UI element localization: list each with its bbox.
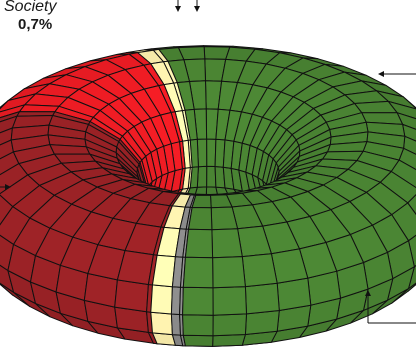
slice-0-patch <box>211 228 243 259</box>
slice-2-patch <box>150 284 173 315</box>
leader-society-arrow <box>175 6 181 12</box>
slice-0-patch <box>212 256 246 289</box>
slice-2-patch <box>150 311 173 336</box>
slice-0-patch <box>182 314 214 337</box>
leader-lines <box>0 0 416 324</box>
slice-4-patch <box>19 104 60 113</box>
leader-darkred-arrow <box>378 71 384 77</box>
annotation-society-value: 0,7% <box>18 16 53 33</box>
slice-0-patch <box>241 253 278 288</box>
slice-0-patch <box>244 310 280 335</box>
slice-0-patch <box>191 194 212 209</box>
slice-1-patch <box>170 313 181 336</box>
slice-0-patch <box>188 207 213 231</box>
slice-0-patch <box>244 282 280 315</box>
slice-0-patch <box>182 334 214 347</box>
slice-0-patch <box>212 334 246 347</box>
slice-0-patch <box>182 286 214 316</box>
leader-yellow-bottom-arrow <box>365 290 371 296</box>
slice-0-patch <box>184 228 214 259</box>
slice-0-patch <box>212 313 247 337</box>
slice-2-patch <box>152 254 176 288</box>
torus-surface <box>0 45 416 347</box>
leader-green-arrow <box>5 184 11 190</box>
slice-0-patch <box>182 256 214 289</box>
leader-yellow-top-arrow <box>194 6 200 12</box>
slice-0-patch <box>206 138 217 167</box>
annotation-society-label: Society <box>4 0 57 15</box>
slice-1-patch <box>170 286 181 315</box>
slice-0-patch <box>276 277 312 311</box>
slice-0-patch <box>212 286 247 316</box>
slice-0-patch <box>206 165 217 188</box>
slice-3-patch <box>114 279 149 313</box>
